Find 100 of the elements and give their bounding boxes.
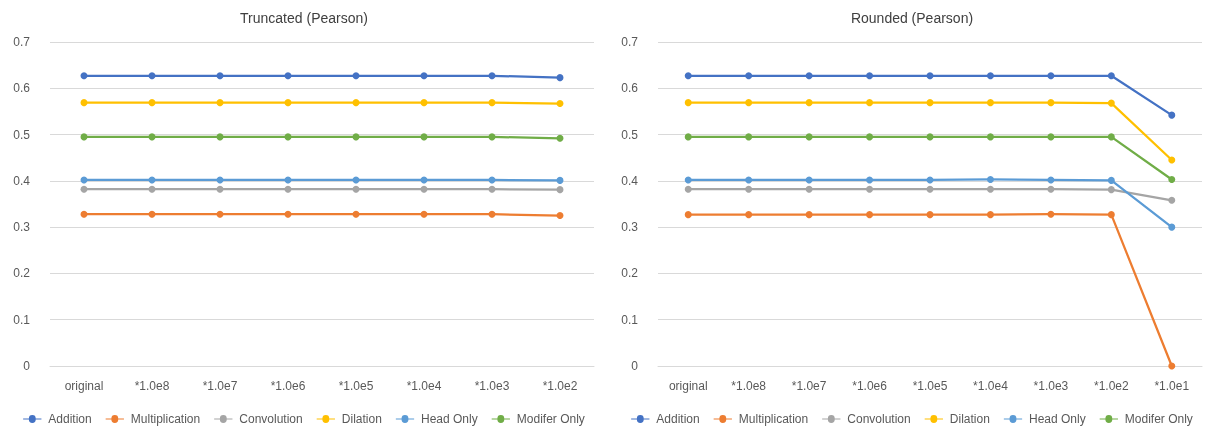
point xyxy=(866,211,874,219)
point xyxy=(1047,176,1055,184)
point xyxy=(805,99,813,107)
point xyxy=(284,185,292,193)
x-tick-label: *1.0e2 xyxy=(1093,379,1130,393)
point xyxy=(284,99,292,107)
point xyxy=(805,211,813,219)
point xyxy=(1047,133,1055,141)
y-tick-label: 0.5 xyxy=(621,127,639,142)
point xyxy=(556,74,564,82)
point xyxy=(216,99,224,107)
point xyxy=(556,100,564,108)
point xyxy=(556,186,564,194)
y-tick-label: 0.3 xyxy=(13,220,31,235)
point xyxy=(1107,176,1115,184)
x-tick-label: original xyxy=(64,379,104,393)
point xyxy=(352,185,360,193)
point xyxy=(684,211,692,219)
point xyxy=(866,99,874,107)
point xyxy=(488,72,496,80)
legend-label: Modifer Only xyxy=(1124,412,1193,426)
point xyxy=(805,133,813,141)
point xyxy=(216,185,224,193)
point xyxy=(80,72,88,80)
x-tick-label: *1.0e8 xyxy=(731,379,767,393)
point xyxy=(420,99,428,107)
point xyxy=(986,175,994,183)
y-tick-label: 0.7 xyxy=(621,35,639,49)
legend-label: Dilation xyxy=(341,412,382,426)
y-tick-label: 0.4 xyxy=(13,173,31,188)
point xyxy=(1168,111,1176,119)
point xyxy=(986,133,994,141)
chart-title: Truncated (Pearson) xyxy=(240,10,368,26)
legend-label: Addition xyxy=(656,412,700,426)
point xyxy=(216,72,224,80)
point xyxy=(986,211,994,219)
point xyxy=(805,185,813,193)
y-tick-label: 0.1 xyxy=(621,312,639,327)
y-tick-label: 0.1 xyxy=(13,312,31,327)
point xyxy=(684,133,692,141)
chart-title: Rounded (Pearson) xyxy=(850,10,974,26)
point xyxy=(926,185,934,193)
legend-label: Addition xyxy=(48,412,92,426)
point xyxy=(1168,175,1176,183)
x-tick-label: *1.0e7 xyxy=(202,379,238,393)
point xyxy=(805,72,813,80)
point xyxy=(684,72,692,80)
y-tick-label: 0.3 xyxy=(621,220,639,235)
legend-label: Multiplication xyxy=(738,412,809,426)
point xyxy=(1168,196,1176,204)
point xyxy=(866,176,874,184)
point xyxy=(148,72,156,80)
point xyxy=(745,176,753,184)
point xyxy=(1107,72,1115,80)
legend-label: Modifer Only xyxy=(516,412,585,426)
point xyxy=(745,133,753,141)
point xyxy=(80,99,88,107)
point xyxy=(556,212,564,220)
point xyxy=(488,99,496,107)
x-tick-label: *1.0e6 xyxy=(852,379,888,393)
point xyxy=(986,72,994,80)
legend-label: Dilation xyxy=(949,412,990,426)
point xyxy=(488,185,496,193)
point xyxy=(1168,156,1176,164)
point xyxy=(1047,210,1055,218)
legend-label: Convolution xyxy=(847,412,911,426)
legend-label: Convolution xyxy=(239,412,303,426)
point xyxy=(556,176,564,184)
point xyxy=(1168,362,1176,370)
point xyxy=(745,72,753,80)
x-tick-label: *1.0e1 xyxy=(1154,379,1190,393)
point xyxy=(684,99,692,107)
y-tick-label: 0 xyxy=(23,359,31,373)
x-tick-label: *1.0e4 xyxy=(973,379,1009,393)
point xyxy=(556,134,564,142)
point xyxy=(926,99,934,107)
y-tick-label: 0.6 xyxy=(13,81,31,96)
y-tick-label: 0.6 xyxy=(621,81,639,96)
point xyxy=(1107,186,1115,194)
x-tick-label: *1.0e3 xyxy=(1033,379,1069,393)
x-tick-label: *1.0e3 xyxy=(474,379,510,393)
y-tick-label: 0.2 xyxy=(13,266,31,281)
point xyxy=(986,99,994,107)
point xyxy=(745,185,753,193)
x-tick-label: *1.0e7 xyxy=(791,379,827,393)
y-tick-label: 0.2 xyxy=(621,266,639,281)
point xyxy=(284,72,292,80)
point xyxy=(926,72,934,80)
point xyxy=(684,185,692,193)
legend-label: Head Only xyxy=(420,412,478,426)
x-tick-label: *1.0e4 xyxy=(406,379,442,393)
x-tick-label: *1.0e5 xyxy=(912,379,948,393)
x-tick-label: *1.0e2 xyxy=(542,379,578,393)
point xyxy=(745,99,753,107)
point xyxy=(1107,133,1115,141)
x-tick-label: *1.0e6 xyxy=(270,379,306,393)
point xyxy=(1168,223,1176,231)
point xyxy=(866,72,874,80)
legend-label: Head Only xyxy=(1028,412,1086,426)
point xyxy=(148,185,156,193)
